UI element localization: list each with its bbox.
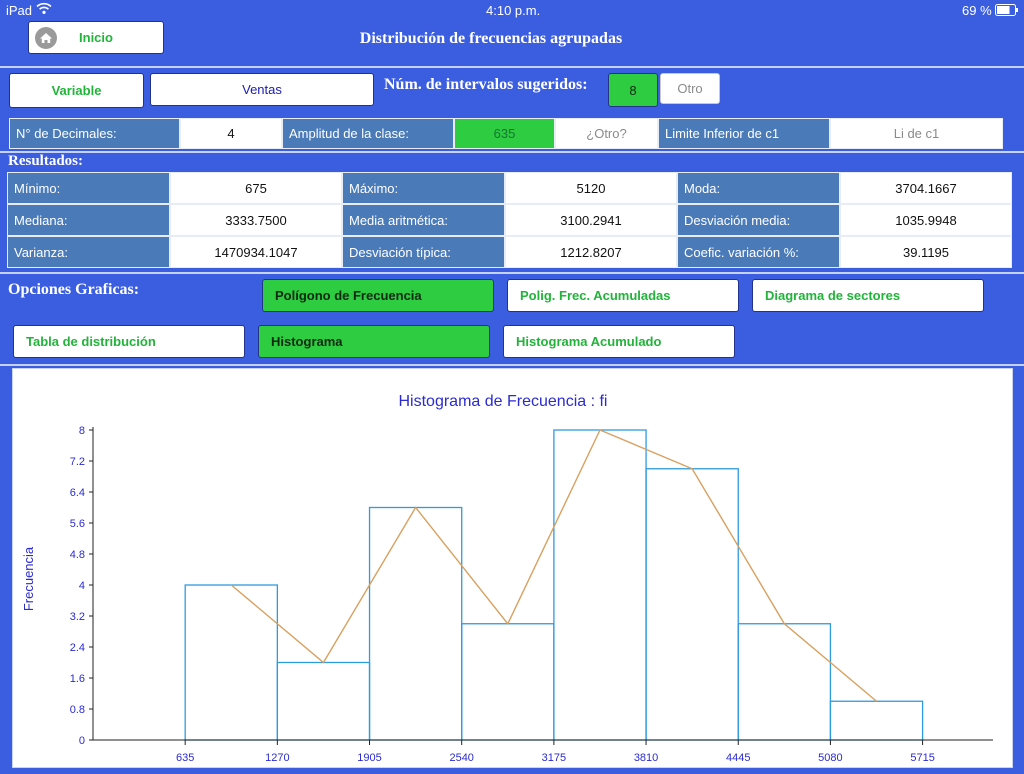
result-value: 1035.9948 [840,204,1012,236]
divider [0,364,1024,366]
page-title: Distribución de frecuencias agrupadas [359,30,623,47]
x-tick-label: 5080 [818,752,842,764]
y-tick-label: 0.8 [70,704,85,716]
histogram-bar [645,468,739,741]
results-grid: Mínimo: 675 Máximo: 5120 Moda: 3704.1667… [7,172,1014,270]
result-label: Desviación típica: [342,236,505,268]
x-tick-label: 1270 [265,752,289,764]
histogram-chart: Histograma de Frecuencia : fi Frecuencia… [21,393,993,764]
result-value: 3704.1667 [840,172,1012,204]
result-label: Máximo: [342,172,505,204]
histogram-bar [737,623,832,741]
x-tick-label: 4445 [726,752,750,764]
divider [0,151,1024,153]
y-tick-label: 0 [79,735,85,747]
decimals-label: N° de Decimales: [9,118,180,149]
x-tick-label: 635 [176,752,194,764]
variable-value-field[interactable]: Ventas [150,73,374,106]
result-value: 675 [170,172,342,204]
result-label: Varianza: [7,236,170,268]
results-heading: Resultados: [8,153,84,169]
cumulative-polygon-button[interactable]: Polig. Frec. Acumuladas [507,279,739,312]
result-value: 3333.7500 [170,204,342,236]
class-width-label: Amplitud de la clase: [282,118,454,149]
histogram-bar [461,623,555,741]
result-label: Media aritmética: [342,204,505,236]
frequency-polygon-button[interactable]: Polígono de Frecuencia [262,279,494,312]
device-name: iPad [6,3,33,18]
histogram-bar [553,429,647,741]
decimals-field[interactable]: 4 [180,118,282,149]
y-tick-label: 3.2 [70,611,85,623]
y-tick-label: 4 [79,580,85,592]
intervals-label: Núm. de intervalos sugeridos: [384,76,588,93]
result-value: 3100.2941 [505,204,677,236]
class-width-value[interactable]: 635 [454,118,555,149]
histogram-bar [184,584,279,741]
home-label: Inicio [79,30,113,45]
distribution-table-button[interactable]: Tabla de distribución [13,325,245,358]
wifi-icon [36,2,52,18]
result-label: Mediana: [7,204,170,236]
result-label: Desviación media: [677,204,840,236]
divider [0,272,1024,274]
result-value: 5120 [505,172,677,204]
x-tick-label: 5715 [910,752,934,764]
battery-text: 69 % [962,3,992,18]
result-label: Coefic. variación %: [677,236,840,268]
home-icon [34,26,58,53]
x-tick-label: 1905 [357,752,381,764]
y-tick-label: 2.4 [70,642,85,654]
histogram-bar [276,661,371,741]
result-value: 1212.8207 [505,236,677,268]
result-label: Mínimo: [7,172,170,204]
cumulative-histogram-button[interactable]: Histograma Acumulado [503,325,735,358]
class-width-other-field[interactable]: ¿Otro? [555,118,658,149]
lower-limit-label: Limite Inferior de c1 [658,118,830,149]
result-value: 1470934.1047 [170,236,342,268]
y-tick-label: 6.4 [70,487,85,499]
status-bar: iPad 4:10 p.m. 69 % [0,0,1024,20]
result-value: 39.1195 [840,236,1012,268]
lower-limit-field[interactable]: Li de c1 [830,118,1003,149]
home-button[interactable]: Inicio [28,21,164,54]
y-tick-label: 8 [79,425,85,437]
y-axis-label: Frecuencia [21,546,36,611]
clock: 4:10 p.m. [486,3,541,18]
result-label: Moda: [677,172,840,204]
graph-options-heading: Opciones Graficas: [8,281,140,298]
intervals-value[interactable]: 8 [608,73,658,107]
y-tick-label: 1.6 [70,673,85,685]
battery-icon [995,4,1019,19]
chart-panel: Histograma de Frecuencia : fi Frecuencia… [12,368,1013,768]
y-tick-label: 7.2 [70,456,85,468]
histogram-button[interactable]: Histograma [258,325,490,358]
intervals-other-button[interactable]: Otro [660,73,720,104]
x-tick-label: 2540 [449,752,473,764]
divider [0,66,1024,68]
y-tick-label: 5.6 [70,518,85,530]
pie-chart-button[interactable]: Diagrama de sectores [752,279,984,312]
histogram-bar [829,700,924,741]
variable-button[interactable]: Variable [9,73,144,108]
chart-title: Histograma de Frecuencia : fi [399,393,608,410]
y-tick-label: 4.8 [70,549,85,561]
histogram-bar [368,506,463,741]
x-tick-label: 3810 [634,752,658,764]
frequency-polygon-line [230,429,877,702]
x-tick-label: 3175 [542,752,566,764]
